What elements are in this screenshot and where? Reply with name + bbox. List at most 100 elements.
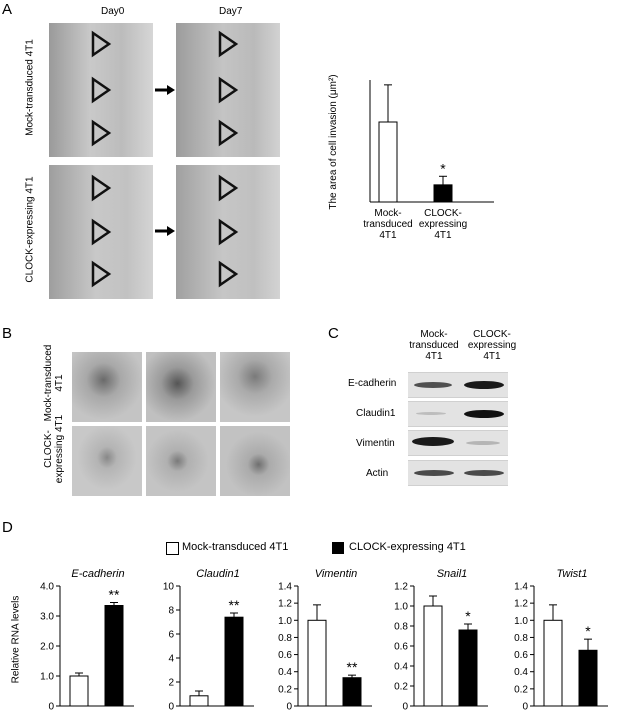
bar	[458, 629, 478, 707]
significance-mark: **	[229, 597, 240, 613]
micrograph-a-clock-day7	[176, 165, 280, 299]
y-tick-label: 1.4	[514, 582, 528, 593]
chart-title: E-cadherin	[71, 568, 124, 580]
micrograph-a-mock-day0	[49, 23, 153, 157]
legend-swatch-clock	[332, 542, 344, 554]
micrograph-b-mock-3	[220, 352, 290, 422]
y-tick-label: 1.0	[40, 672, 54, 683]
significance-mark: *	[440, 160, 446, 176]
wb-band	[414, 382, 452, 388]
bar	[189, 695, 209, 707]
y-tick-label: 0.2	[394, 682, 408, 693]
y-tick-label: 1.2	[278, 599, 292, 610]
wb-row-label-actin: Actin	[366, 468, 389, 479]
y-tick-label: 0.4	[278, 667, 292, 678]
y-tick-label: 0.8	[394, 622, 408, 633]
triangle-chambers	[218, 174, 239, 288]
wb-band	[464, 410, 504, 418]
row-label-mock: Mock-transduced 4T1	[24, 39, 36, 136]
significance-mark: **	[347, 659, 358, 675]
micrograph-a-clock-day0	[49, 165, 153, 299]
triangle-chambers	[91, 174, 112, 288]
wb-band	[414, 470, 454, 476]
triangle-chambers	[91, 30, 112, 147]
y-tick-label: 1.0	[394, 602, 408, 613]
panel-b-row-label-clock: CLOCK-expressing 4T1	[43, 414, 65, 484]
bar	[423, 605, 443, 707]
y-tick-label: 0.6	[278, 650, 292, 661]
micrograph-b-mock-2	[146, 352, 216, 422]
wb-row-label-ecadherin: E-cadherin	[348, 378, 397, 389]
bar	[69, 675, 89, 707]
panel-a-letter: A	[2, 1, 13, 18]
legend-label-clock: CLOCK-expressing 4T1	[349, 541, 466, 553]
day0-label: Day0	[101, 6, 125, 17]
x-tick-label: 4T1	[434, 230, 452, 241]
arrow-right-icon	[155, 226, 175, 236]
y-tick-label: 2.0	[40, 642, 54, 653]
bar	[378, 121, 398, 203]
significance-mark: *	[585, 623, 591, 639]
chart-snail1: Snail1 0 0.2 0.4 0.6 0.8 1.0 1.2 *	[394, 568, 488, 711]
y-tick-label: 0	[402, 702, 408, 711]
wb-band	[464, 381, 504, 389]
y-tick-label: 1.2	[394, 582, 408, 593]
y-tick-label: 10	[163, 582, 175, 593]
y-tick-label: 1.2	[514, 599, 528, 610]
micrograph-a-mock-day7	[176, 23, 280, 157]
wb-band	[466, 441, 500, 445]
wb-band	[416, 412, 446, 415]
chart-title: Snail1	[437, 568, 468, 580]
legend-label-mock: Mock-transduced 4T1	[182, 541, 289, 553]
y-tick-label: 0.8	[514, 633, 528, 644]
x-tick-label: Mock-	[374, 208, 401, 219]
chart-title: Claudin1	[196, 568, 239, 580]
micrograph-b-mock-1	[72, 352, 142, 422]
arrow-right-icon	[155, 85, 175, 95]
wb-col-label-mock: Mock-transduced 4T1	[409, 329, 459, 362]
chart-ecadherin: E-cadherin 0 1.0 2.0 3.0 4.0 **	[40, 568, 134, 710]
y-tick-label: 8	[168, 606, 174, 617]
micrograph-b-clock-2	[146, 426, 216, 496]
y-tick-label: 0.2	[514, 684, 528, 695]
wb-strip-claudin1	[408, 401, 508, 427]
triangle-chambers	[218, 30, 239, 147]
y-tick-label: 1.0	[278, 616, 292, 627]
y-tick-label: 4	[168, 654, 174, 665]
y-tick-label: 1.4	[278, 582, 292, 593]
y-tick-label: 2	[168, 678, 174, 689]
y-tick-label: 1.0	[514, 616, 528, 627]
wb-band	[464, 470, 504, 476]
bar	[578, 649, 598, 707]
bar	[224, 616, 244, 707]
micrograph-b-clock-3	[220, 426, 290, 496]
wb-row-label-vimentin: Vimentin	[356, 438, 395, 449]
y-tick-label: 6	[168, 630, 174, 641]
y-tick-label: 0.4	[514, 667, 528, 678]
bar	[104, 605, 124, 707]
wb-strip-ecadherin	[408, 372, 508, 398]
y-tick-label: 0	[522, 702, 528, 711]
y-tick-label: 0.8	[278, 633, 292, 644]
bar	[307, 619, 327, 707]
chart-claudin1: Claudin1 0 2 4 6 8 10 **	[163, 568, 254, 710]
y-axis-label: The area of cell invasion (μm²)	[328, 74, 339, 209]
micrograph-b-clock-1	[72, 426, 142, 496]
x-tick-label: CLOCK-	[424, 208, 462, 219]
chart-twist1: Twist1 0 0.2 0.4 0.6 0.8 1.0 1.2 1.4 *	[514, 568, 608, 711]
chart-vimentin: Vimentin 0 0.2 0.4 0.6 0.8 1.0 1.2 1.4 **	[278, 568, 372, 710]
day7-label: Day7	[219, 6, 243, 17]
x-tick-label: 4T1	[379, 230, 397, 241]
wb-strip-vimentin	[408, 430, 508, 456]
significance-mark: **	[109, 587, 120, 603]
row-label-clock: CLOCK-expressing 4T1	[24, 176, 36, 283]
bar	[543, 619, 563, 707]
wb-row-label-claudin1: Claudin1	[356, 408, 396, 419]
invasion-area-chart: The area of cell invasion (μm²) Mock-tran…	[328, 74, 494, 241]
x-tick-label: expressing	[419, 219, 467, 230]
y-tick-label: 0.2	[278, 684, 292, 695]
y-tick-label: 0.4	[394, 662, 408, 673]
y-tick-label: 4.0	[40, 582, 54, 593]
y-tick-label: 3.0	[40, 612, 54, 623]
wb-col-label-clock: CLOCK-expressing 4T1	[467, 329, 517, 362]
